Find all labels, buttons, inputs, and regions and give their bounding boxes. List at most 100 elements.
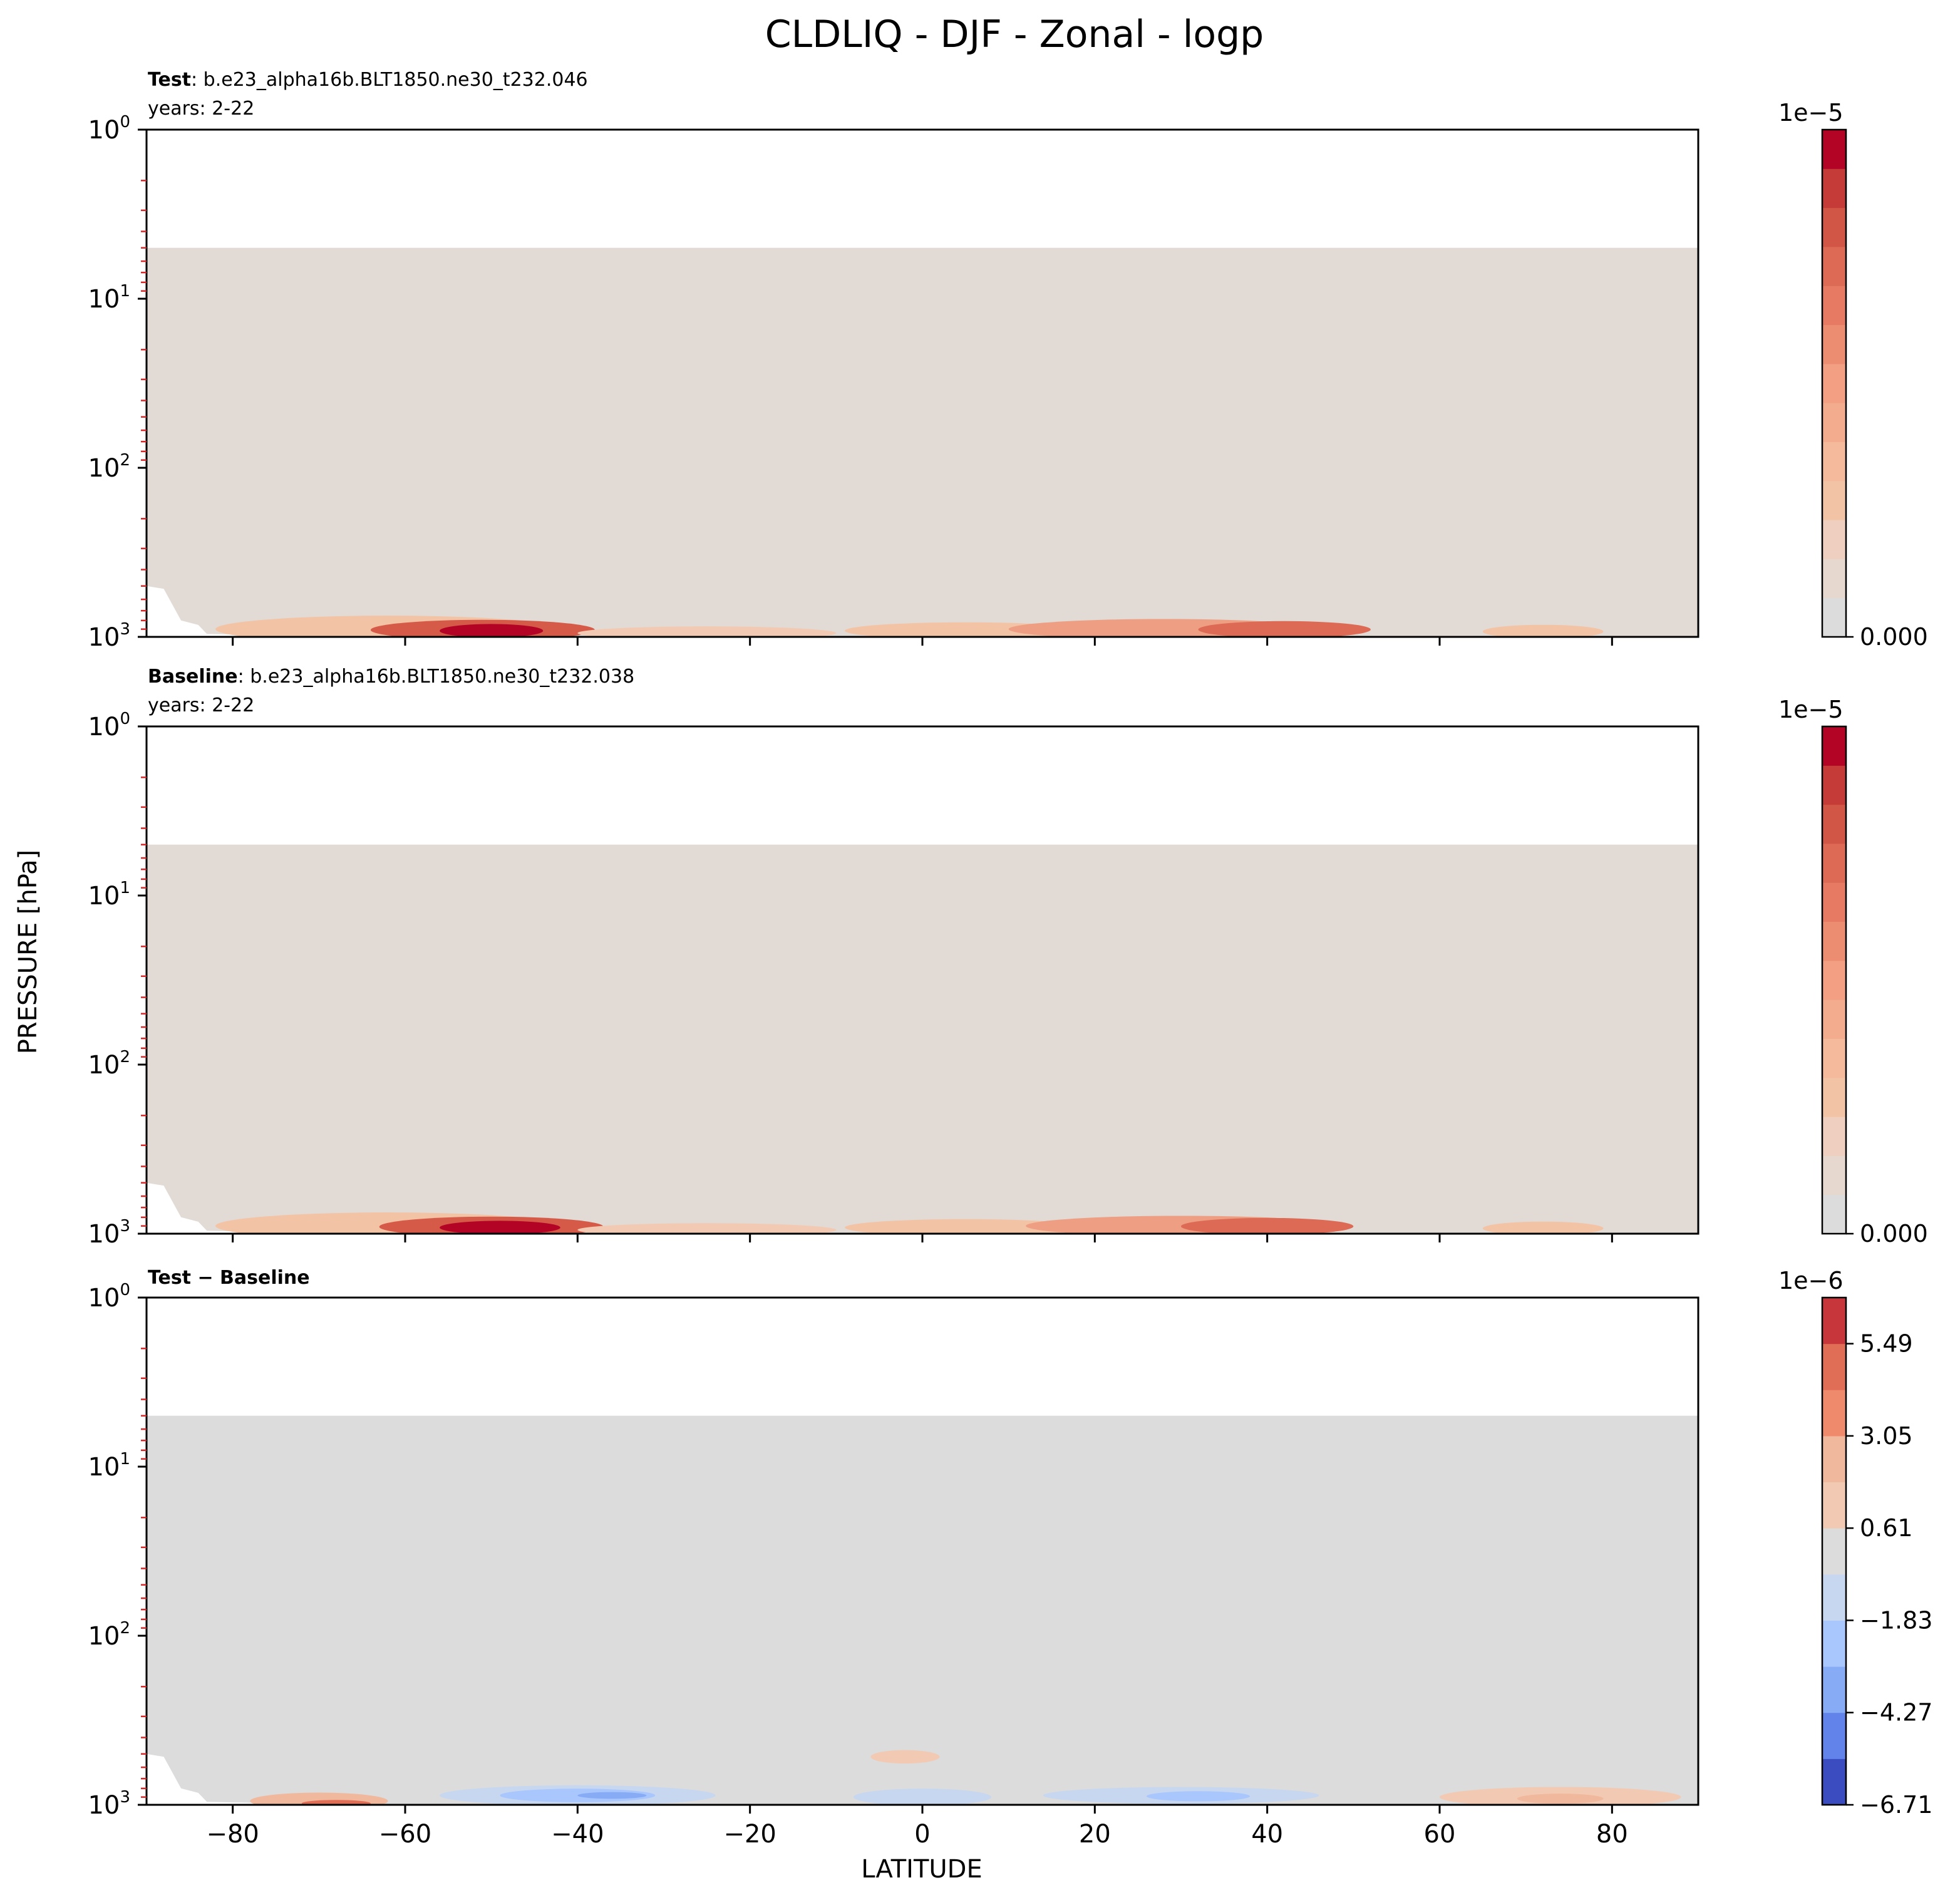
x-tick-label: −20 (723, 1820, 776, 1849)
contour-region-7 (1198, 621, 1371, 637)
y-tick-label: 101 (88, 1450, 130, 1482)
colorbar-segment (1822, 1390, 1846, 1437)
colorbar-segment (1822, 480, 1846, 520)
plot-area (147, 1415, 1698, 1805)
colorbar-segment (1822, 1482, 1846, 1529)
y-tick-label: 103 (88, 1217, 130, 1249)
y-tick-label: 101 (88, 879, 130, 911)
panel-header: Test: b.e23_alpha16b.BLT1850.ne30_t232.0… (148, 69, 588, 91)
colorbar: 0.0000.8871.7732.6603.5464.4331e−5 (1778, 696, 1928, 1247)
panel-1: 100 101 102 103 Test: b.e23_alpha16b.BLT1850… (88, 69, 1928, 652)
colorbar-tick-label: −4.27 (1860, 1699, 1932, 1727)
panel-years: years: 2-22 (148, 694, 254, 716)
colorbar-tick-label: 0.61 (1860, 1514, 1913, 1542)
contour-region-2 (301, 1800, 371, 1805)
colorbar-segment (1822, 726, 1846, 766)
y-tick-label: 102 (88, 1048, 130, 1080)
colorbar-tick-label: 5.49 (1860, 1330, 1913, 1358)
colorbar-segment (1822, 1666, 1846, 1713)
contour-region-5 (577, 1792, 647, 1799)
colorbar-tick-label: −6.71 (1860, 1791, 1932, 1819)
panel-years: years: 2-22 (148, 98, 254, 120)
contour-region-4 (577, 1223, 837, 1234)
terrain-mask (147, 1182, 319, 1234)
colorbar-frame (1821, 725, 1847, 1235)
panel-3: 100 101 102 103 −80 −60 −40 −20 0 20 40 60 80 Test − … (88, 1267, 1933, 1849)
terrain-mask (147, 1753, 319, 1805)
y-tick-label: 101 (88, 282, 130, 314)
colorbar-segment (1822, 1435, 1846, 1483)
panel-header: Baseline: b.e23_alpha16b.BLT1850.ne30_t2… (148, 666, 634, 688)
x-tick-label: 20 (1079, 1820, 1111, 1849)
colorbar-offset: 1e−5 (1778, 696, 1844, 723)
colorbar-segment (1822, 804, 1846, 844)
x-tick-label: −40 (551, 1820, 604, 1849)
colorbar-offset: 1e−5 (1778, 99, 1844, 126)
colorbar-segment (1822, 441, 1846, 482)
colorbar: 0.0000.8871.7732.6603.5464.4331e−5 (1778, 99, 1928, 651)
colorbar-segment (1822, 960, 1846, 1000)
x-tick-label: 60 (1424, 1820, 1456, 1849)
x-axis-label: LATITUDE (861, 1855, 982, 1884)
y-axis-label: PRESSURE [hPa] (14, 850, 43, 1054)
colorbar-segment (1822, 1077, 1846, 1117)
contour-region-3 (440, 624, 544, 637)
terrain-mask (147, 586, 319, 637)
colorbar-segment (1822, 765, 1846, 805)
y-tick-label: 102 (88, 1619, 130, 1651)
colorbar-segment (1822, 1528, 1846, 1575)
colorbar-segment (1822, 882, 1846, 922)
colorbar-segment (1822, 559, 1846, 599)
colorbar-frame (1821, 128, 1847, 638)
x-tick-label: 40 (1251, 1820, 1283, 1849)
contour-region-11 (1517, 1794, 1604, 1804)
colorbar-offset: 1e−6 (1778, 1267, 1844, 1294)
colorbar-segment (1822, 1298, 1846, 1345)
colorbar-segment (1822, 843, 1846, 883)
panels: 100 101 102 103 Test: b.e23_alpha16b.BLT1850… (88, 69, 1933, 1849)
y-tick-label: 100 (88, 710, 130, 741)
colorbar-tick-label: 0.000 (1860, 1220, 1928, 1247)
colorbar-segment (1822, 363, 1846, 403)
y-tick-label: 100 (88, 1281, 130, 1313)
contour-region-7 (1181, 1217, 1354, 1234)
panel-2: 100 101 102 103 Baseline: b.e23_alpha16b.BLT… (88, 666, 1928, 1249)
colorbar-segment (1822, 1712, 1846, 1759)
colorbar-segment (1822, 520, 1846, 559)
colorbar-segment (1822, 1155, 1846, 1195)
colorbar-segment (1822, 1574, 1846, 1621)
field-background (147, 247, 1698, 637)
figure-title: CLDLIQ - DJF - Zonal - logp (765, 13, 1264, 56)
colorbar-segment (1822, 999, 1846, 1039)
colorbar-segment (1822, 1194, 1846, 1234)
x-tick-label: 80 (1596, 1820, 1628, 1849)
colorbar-segment (1822, 1038, 1846, 1078)
colorbar: −6.71 −4.27 −1.83 0.61 3.05 5.49 1e−6 (1778, 1267, 1932, 1819)
colorbar-tick-label: 0.000 (1860, 623, 1928, 651)
contour-region-5 (845, 1219, 1086, 1234)
colorbar-segment (1822, 1620, 1846, 1667)
colorbar-segment (1822, 286, 1846, 326)
colorbar-tick-label: 3.05 (1860, 1422, 1913, 1450)
contour-region-8 (1482, 1221, 1604, 1234)
colorbar-segment (1822, 403, 1846, 442)
contour-region-7 (853, 1789, 992, 1805)
colorbar-tick-label: −1.83 (1860, 1606, 1932, 1634)
x-tick-label: −80 (206, 1820, 259, 1849)
y-tick-label: 102 (88, 451, 130, 483)
x-tick-label: −60 (379, 1820, 431, 1849)
colorbar-segment (1822, 1117, 1846, 1156)
contour-region-8 (1482, 624, 1604, 637)
contour-region-9 (1146, 1791, 1251, 1802)
colorbar-segment (1822, 130, 1846, 169)
x-tick-label: 0 (914, 1820, 930, 1849)
colorbar-segment (1822, 1758, 1846, 1805)
contour-region-6 (870, 1750, 940, 1764)
y-tick-label: 100 (88, 113, 130, 145)
colorbar-segment (1822, 168, 1846, 209)
plot-area (147, 247, 1698, 637)
panel-header: Test − Baseline (148, 1267, 310, 1289)
colorbar-segment (1822, 1343, 1846, 1390)
contour-region-4 (500, 1789, 656, 1802)
